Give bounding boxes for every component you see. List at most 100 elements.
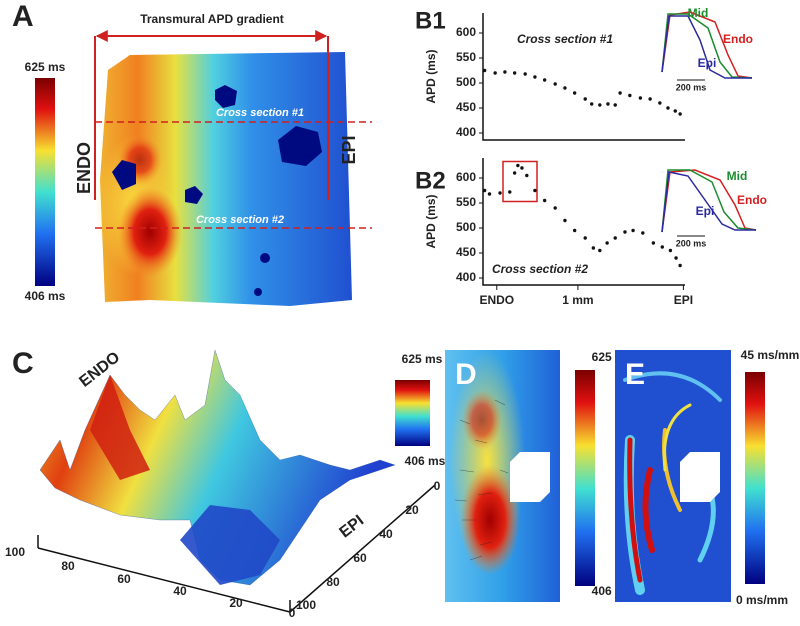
data-point [542,198,547,203]
data-point [533,188,537,193]
panel-label: A [12,0,34,33]
y-tick-label: 0 [434,479,441,493]
map-region [118,187,182,277]
y-tick-label: 400 [456,125,476,139]
inset-label: Mid [727,169,748,183]
x-tick-label: EPI [674,293,693,307]
y-tick-label: 60 [353,551,367,565]
data-point [631,228,635,233]
data-point [674,256,678,260]
y-tick-label: 600 [456,170,476,184]
data-point [660,245,664,249]
y-tick-label: 450 [456,100,476,114]
data-point [482,188,487,193]
panel-d: D 625 ms 406 ms [445,350,633,602]
annotation: Cross section #1 [517,32,613,46]
y-tick-label: 450 [456,245,476,259]
inset-traces [661,11,757,237]
data-point [542,78,547,82]
data-point [563,86,567,90]
data-point [590,102,594,106]
data-point [553,82,557,86]
data-point [668,248,673,253]
colorbar-min: 406 ms [405,454,446,468]
y-tick-label: 100 [296,598,316,612]
data-point [641,231,645,235]
data-point [512,71,517,75]
y-tick-label: 500 [456,220,476,234]
data-point [583,236,587,240]
data-point [512,171,517,175]
data-point [623,230,627,234]
surface-peak [90,375,150,480]
data-point [638,96,643,100]
data-point [487,192,492,196]
data-point [673,109,677,113]
endo-label: ENDO [74,142,94,194]
epi-label: EPI [336,512,367,541]
data-point [651,241,656,245]
data-point [523,72,527,76]
gradient-title: Transmural APD gradient [140,12,284,26]
panel-c: C ENDO EPI 625 ms 406 ms [12,347,446,613]
colorbar-min: 406 ms [25,289,66,303]
y-tick-label: 20 [405,503,419,517]
data-point [525,173,529,178]
y-tick-label: 400 [456,270,476,284]
colorbar-max: 625 ms [25,60,66,74]
inset-label: Epi [696,204,715,218]
panel-a: A Transmural APD gradient 625 ms 406 ms … [12,0,372,306]
data-point [678,112,682,116]
data-point [598,103,602,107]
data-point [613,103,617,107]
data-point [605,241,609,245]
data-point [503,70,507,74]
data-point [678,263,682,268]
data-point [613,236,617,240]
data-point [498,191,502,195]
data-point [520,166,524,170]
data-point [493,71,497,75]
colorbar [575,370,595,586]
panel-label: D [455,358,477,391]
colorbar-max: 625 ms [402,352,443,366]
y-tick-label: 80 [326,575,340,589]
scale-label: 200 ms [676,82,707,92]
data-point [553,206,557,210]
x-tick-label: 0 [289,606,296,620]
y-tick-label: 500 [456,75,476,89]
y-axis-label: APD (ms) [424,49,438,103]
x-tick-label: 40 [173,584,187,598]
data-point [583,97,587,101]
data-point [508,190,512,194]
section-label: Cross section #1 [216,107,304,119]
highlight-box [502,160,538,203]
inset-label: Endo [723,32,753,46]
map-region [462,390,502,450]
data-point [606,102,610,106]
x-tick-label: 80 [61,559,75,573]
colorbar-min: 0 ms/mm [736,593,788,607]
data-point [658,101,662,105]
data-point [648,97,652,101]
data-point [572,91,577,95]
data-point [482,68,487,73]
map-hole [510,452,550,502]
panel-label: C [12,347,34,380]
x-tick-label: 100 [5,545,25,559]
panel-label: B1 [415,7,446,34]
surface-valley [180,505,280,585]
section-label: Cross section #2 [196,214,284,226]
scale-label: 200 ms [676,238,707,248]
x-tick-label: 20 [229,596,243,610]
data-point [533,75,537,79]
y-tick-label: 40 [379,527,393,541]
data-point [628,93,632,98]
data-point [591,246,596,250]
y-tick-label: 550 [456,195,476,209]
gradient-vectors [454,399,509,561]
data-point [572,228,577,233]
panel-label: B2 [415,167,446,194]
colorbar [395,380,430,446]
